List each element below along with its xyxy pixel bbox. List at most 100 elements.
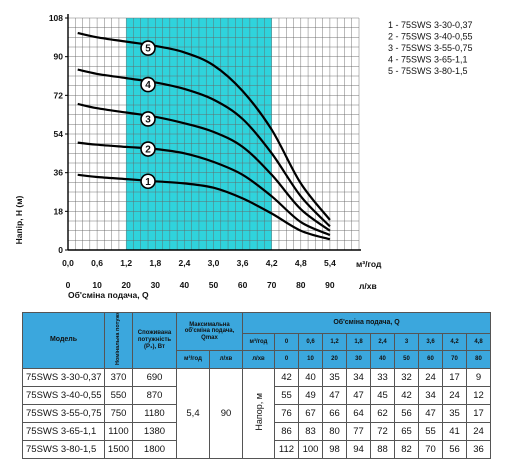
legend-entry: 3 - 75SWS 3-55-0,75 <box>388 43 473 53</box>
curve-label-2: 2 <box>145 145 151 156</box>
cell-head-value: 83 <box>298 421 323 441</box>
curve-label-1: 1 <box>145 177 151 188</box>
header-flow-title: Об'сміна подача, Q <box>241 312 492 334</box>
cell-head-value: 33 <box>370 367 395 387</box>
header-q-lmin: 0 <box>274 350 299 369</box>
cell-head-value: 72 <box>370 421 395 441</box>
header-max-flow: Максимальна об'сміна подача, Qmax <box>176 311 243 352</box>
cell-head-value: 47 <box>418 403 443 423</box>
curve-label-5: 5 <box>145 44 151 55</box>
curve-label-4: 4 <box>145 80 151 91</box>
cell-head-label: Напор, м <box>242 367 275 459</box>
cell-head-value: 36 <box>465 439 492 459</box>
header-q-m3h: 3 <box>394 332 419 352</box>
cell-rated-power: 1100 <box>104 421 133 441</box>
header-q-lmin: 70 <box>442 350 467 369</box>
x-tick-label-lmin: 40 <box>180 280 190 290</box>
cell-head-value: 41 <box>442 421 467 441</box>
x-tick-label-lmin: 80 <box>296 280 306 290</box>
header-q-lmin: 50 <box>394 350 419 369</box>
cell-head-value: 67 <box>298 403 323 423</box>
x-tick-label-lmin: 20 <box>121 280 131 290</box>
cell-head-value: 77 <box>346 421 371 441</box>
y-tick-label: 36 <box>54 168 64 178</box>
cell-head-value: 34 <box>346 367 371 387</box>
header-q-lmin: 10 <box>298 350 323 369</box>
cell-head-value: 40 <box>298 367 323 387</box>
cell-head-value: 76 <box>274 403 299 423</box>
cell-head-value: 55 <box>274 385 299 405</box>
header-q-m3h: 4,8 <box>465 332 492 352</box>
cell-head-value: 86 <box>274 421 299 441</box>
header-q-m3h: 1,2 <box>322 332 347 352</box>
cell-head-value: 112 <box>274 439 299 459</box>
cell-model: 75SWS 3-40-0,55 <box>22 385 105 405</box>
table-row: 75SWS 3-30-0,37 370 690 5,4 90 Напор, м 42 40 35… <box>22 367 492 459</box>
cell-qmax-lmin: 90 <box>209 367 243 459</box>
x-tick-label-m3h: 5,4 <box>324 258 336 268</box>
cell-head-value: 82 <box>394 439 419 459</box>
cell-rated-power: 370 <box>104 367 133 387</box>
y-tick-label: 18 <box>54 206 64 216</box>
cell-model: 75SWS 3-30-0,37 <box>22 367 105 387</box>
x-axis-unit-bottom: л/хв <box>359 281 377 291</box>
header-q-m3h: 3,6 <box>418 332 443 352</box>
y-tick-label: 0 <box>58 245 63 255</box>
header-q-lmin: 60 <box>418 350 443 369</box>
x-axis-label-bottom: Об'сміна подача, Q <box>68 290 149 300</box>
cell-head-value: 17 <box>442 367 467 387</box>
cell-head-value: 34 <box>418 385 443 405</box>
x-tick-label-m3h: 1,2 <box>120 258 132 268</box>
curve-label-3: 3 <box>145 114 151 125</box>
y-axis-label: Напір, H (м) <box>14 195 24 244</box>
cell-head-value: 12 <box>465 385 492 405</box>
x-axis-unit-top: м³/год <box>356 259 382 269</box>
cell-head-value: 49 <box>298 385 323 405</box>
table-row: 75SWS 3-80-1,5 1500 1800 112 100 98 94 88 82 70 56… <box>22 439 492 459</box>
cell-head-value: 98 <box>322 439 347 459</box>
x-tick-label-m3h: 4,8 <box>295 258 307 268</box>
x-tick-label-m3h: 2,4 <box>178 258 190 268</box>
y-tick-label: 54 <box>54 129 64 139</box>
y-tick-label: 90 <box>54 52 64 62</box>
x-tick-label-lmin: 90 <box>325 280 335 290</box>
header-model: Модель <box>22 312 105 369</box>
cell-head-value: 47 <box>346 385 371 405</box>
cell-model: 75SWS 3-80-1,5 <box>22 439 105 459</box>
cell-head-value: 62 <box>370 403 395 423</box>
cell-model: 75SWS 3-65-1,1 <box>22 421 105 441</box>
cell-head-value: 56 <box>394 403 419 423</box>
cell-head-value: 88 <box>370 439 395 459</box>
cell-head-value: 9 <box>465 367 492 387</box>
cell-head-value: 17 <box>465 403 492 423</box>
cell-consumed-power: 690 <box>132 367 177 387</box>
x-tick-label-m3h: 4,2 <box>266 258 278 268</box>
cell-model: 75SWS 3-55-0,75 <box>22 403 105 423</box>
x-tick-label-m3h: 3,0 <box>208 258 220 268</box>
cell-rated-power: 1500 <box>104 439 133 459</box>
legend-entry: 1 - 75SWS 3-30-0,37 <box>388 20 473 30</box>
cell-head-value: 35 <box>322 367 347 387</box>
cell-head-value: 65 <box>394 421 419 441</box>
header-q-m3h: 0 <box>274 332 299 352</box>
cell-rated-power: 750 <box>104 403 133 423</box>
cell-head-value: 66 <box>322 403 347 423</box>
cell-head-value: 94 <box>346 439 371 459</box>
x-tick-label-lmin: 10 <box>92 280 102 290</box>
legend-entry: 2 - 75SWS 3-40-0,55 <box>388 32 473 42</box>
table-row: 75SWS 3-40-0,55 550 870 55 49 47 47 45 42 34 24 12 <box>22 385 492 405</box>
x-tick-label-m3h: 0,6 <box>91 258 103 268</box>
curve-series-2 <box>77 141 331 237</box>
cell-consumed-power: 1380 <box>132 421 177 441</box>
header-qmax-unit-lmin: л/хв <box>209 350 243 369</box>
header-unit-m3h: м³/год <box>242 332 275 352</box>
curve-series-4 <box>77 68 331 228</box>
legend-entry: 4 - 75SWS 3-65-1,1 <box>388 55 468 65</box>
spec-table: Модель Номінальна потужність (P₂), Вт Сп… <box>22 311 492 459</box>
header-q-lmin: 40 <box>370 350 395 369</box>
cell-consumed-power: 1800 <box>132 439 177 459</box>
cell-head-value: 80 <box>322 421 347 441</box>
cell-head-value: 42 <box>394 385 419 405</box>
cell-head-value: 32 <box>394 367 419 387</box>
